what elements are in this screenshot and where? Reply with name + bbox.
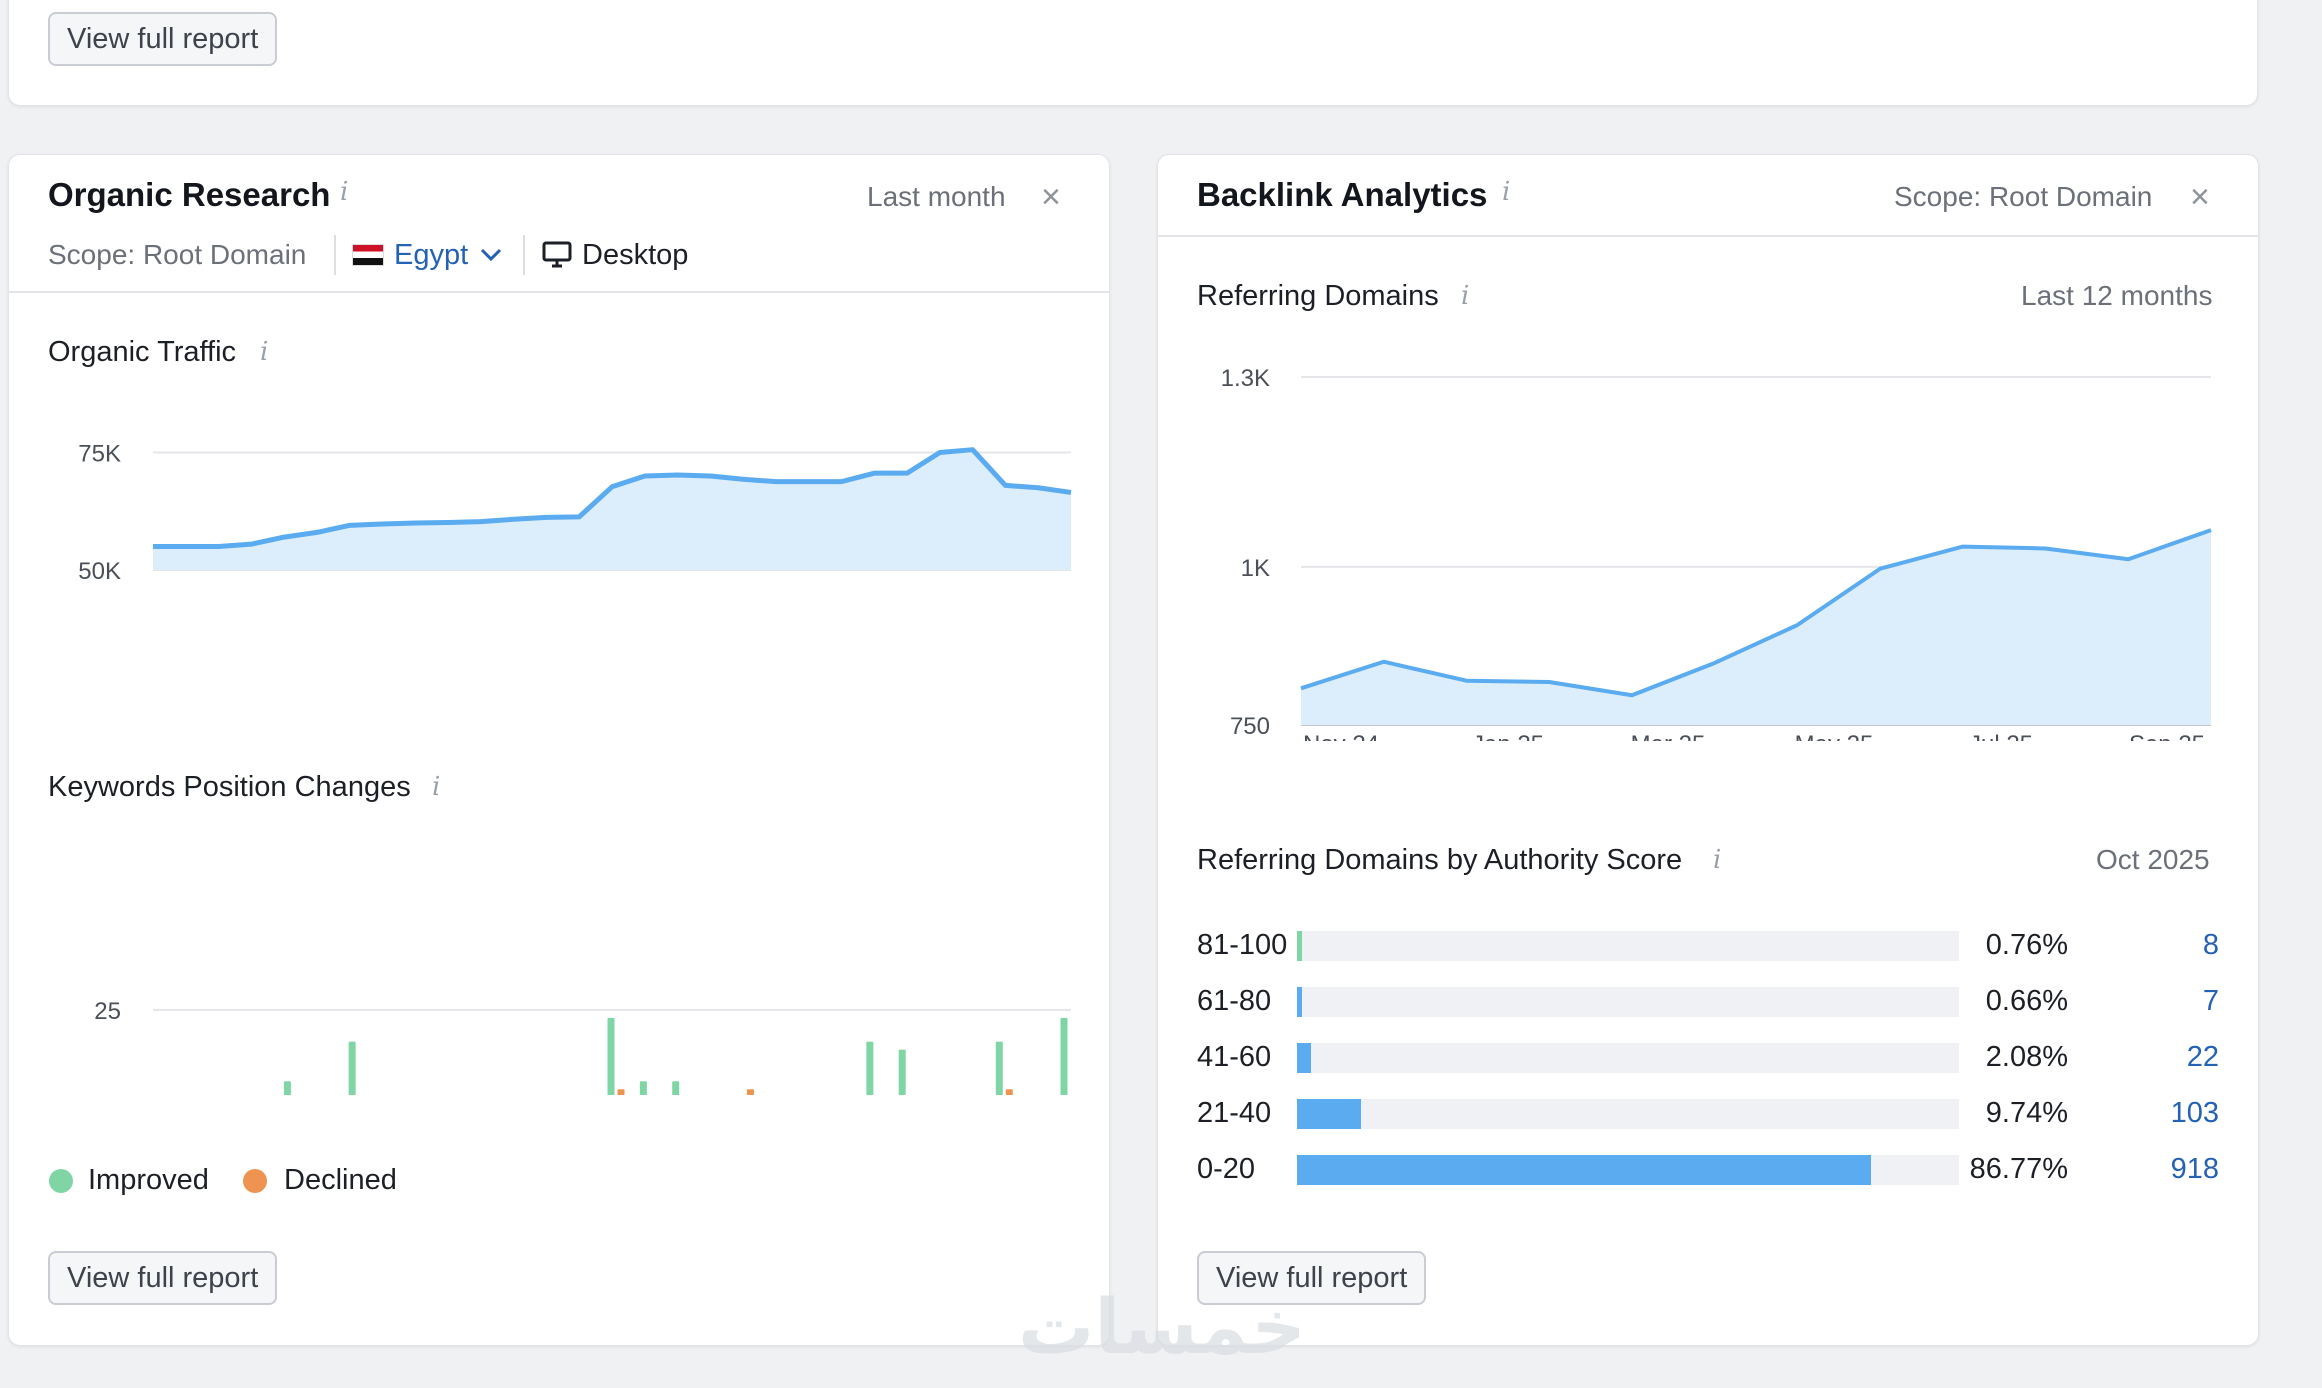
improved-bar: [348, 1041, 356, 1095]
divider: [523, 235, 525, 275]
authority-row-pct: 0.66%: [1985, 985, 2068, 1017]
info-icon[interactable]: i: [1461, 281, 1470, 311]
improved-bar: [995, 1041, 1003, 1095]
info-icon[interactable]: i: [1502, 177, 1511, 207]
scope-label: Scope: Root Domain: [48, 239, 307, 270]
x-tick-label: Sep 25: [2129, 731, 2205, 741]
authority-row-label: 41-60: [1197, 1041, 1272, 1073]
desktop-icon: [542, 241, 572, 268]
authority-row-label: 81-100: [1197, 929, 1288, 961]
y-tick-label: 1.3K: [1221, 365, 1270, 392]
referring-domains-line: [1300, 528, 2212, 698]
chevron-down-icon: [481, 248, 502, 262]
period-label[interactable]: Last month: [867, 181, 1006, 212]
y-tick-label: 750: [1230, 713, 1270, 740]
keywords-position-changes-title: Keywords Position Changes: [48, 771, 411, 803]
improved-bar: [672, 1081, 680, 1095]
authority-bar-fill: [1297, 931, 1303, 961]
view-full-report-button[interactable]: View full report: [1197, 1251, 1427, 1305]
improved-bar: [607, 1017, 615, 1095]
organic-research-title: Organic Research: [48, 176, 331, 213]
country-selector[interactable]: Egypt: [352, 235, 502, 275]
info-icon[interactable]: i: [1713, 845, 1722, 875]
y-tick-label: 50K: [78, 558, 121, 585]
top-card: View full report: [8, 0, 2258, 106]
header-divider: [9, 291, 1109, 293]
declined-bar: [746, 1089, 754, 1095]
authority-row-count[interactable]: 918: [2170, 1153, 2219, 1185]
view-full-report-button[interactable]: View full report: [48, 1251, 278, 1305]
organic-research-card: Organic Research i Last month × Scope: R…: [8, 154, 1110, 1346]
improved-bar: [898, 1049, 906, 1095]
divider: [334, 235, 336, 275]
scope-label: Scope: Root Domain: [1894, 181, 2153, 212]
authority-bar-fill: [1297, 1043, 1311, 1073]
authority-bar-fill: [1297, 987, 1302, 1017]
traffic-line: [153, 447, 1072, 549]
close-icon[interactable]: ×: [1041, 178, 1061, 216]
authority-score-table: 81-100 0.76% 8 61-80 0.66% 7 41-60 2.08% 22 21-40…: [1158, 155, 2258, 1345]
authority-bar-track: [1297, 931, 1959, 961]
device-selector[interactable]: Desktop: [542, 235, 688, 275]
organic-traffic-chart: 100K75K50K: [78, 441, 1072, 585]
close-icon[interactable]: ×: [2190, 178, 2210, 216]
declined-bar: [1005, 1089, 1013, 1095]
improved-bar: [639, 1081, 647, 1095]
y-tick-label: 1K: [1241, 555, 1270, 582]
referring-domains-chart: 1.3K 1K 750 Nov 24 Jan 25 Mar 25 May 25 Jul 25 S…: [1221, 365, 2212, 741]
authority-row-count[interactable]: 8: [2202, 929, 2219, 961]
declined-bar: [617, 1089, 625, 1095]
device-label: Desktop: [582, 238, 689, 271]
referring-domains-area: [1301, 530, 2211, 725]
declined-legend-label[interactable]: Declined: [284, 1164, 397, 1196]
referring-domains-title: Referring Domains: [1197, 280, 1439, 312]
organic-traffic-title: Organic Traffic: [48, 336, 237, 368]
authority-row-count[interactable]: 22: [2186, 1041, 2219, 1073]
x-tick-label: Jan 25: [1472, 731, 1544, 741]
authority-row-count[interactable]: 103: [2170, 1097, 2219, 1129]
watermark-logo: خمسات: [1018, 1282, 1306, 1371]
authority-row-pct: 86.77%: [1969, 1153, 2068, 1185]
authority-bar-track: [1297, 1099, 1959, 1129]
declined-legend-dot: [243, 1169, 267, 1193]
authority-bar-fill: [1297, 1099, 1362, 1129]
authority-bar-fill: [1297, 1155, 1872, 1185]
info-icon[interactable]: i: [260, 337, 269, 367]
improved-legend-dot: [49, 1169, 73, 1193]
header-divider: [1158, 235, 2258, 237]
improved-bar: [283, 1081, 291, 1095]
authority-row-pct: 2.08%: [1985, 1041, 2068, 1073]
traffic-area: [153, 449, 1071, 570]
x-tick-label: May 25: [1795, 731, 1874, 741]
authority-period-label: Oct 2025: [2096, 844, 2210, 875]
improved-bar: [1060, 1017, 1068, 1095]
authority-row-label: 21-40: [1197, 1097, 1272, 1129]
view-full-report-button[interactable]: View full report: [48, 12, 278, 66]
authority-row-label: 0-20: [1197, 1153, 1256, 1185]
authority-bar-track: [1297, 1043, 1959, 1073]
authority-score-title: Referring Domains by Authority Score: [1197, 844, 1683, 876]
x-tick-label: Jul 25: [1969, 731, 2033, 741]
backlink-analytics-card: Backlink Analytics i Scope: Root Domain …: [1157, 154, 2259, 1346]
info-icon[interactable]: i: [432, 772, 441, 802]
authority-row-count[interactable]: 7: [2202, 985, 2219, 1017]
egypt-flag-icon: [352, 244, 384, 266]
y-tick-label: 75K: [78, 441, 121, 468]
authority-row-label: 61-80: [1197, 985, 1272, 1017]
authority-bar-track: [1297, 987, 1959, 1017]
authority-row-pct: 9.74%: [1985, 1097, 2068, 1129]
y-tick-label: 25: [94, 998, 121, 1025]
period-label[interactable]: Last 12 months: [2021, 280, 2213, 311]
keywords-position-changes-chart: 250Sep 25Sep 30Oct 5Oct 10Oct 15Oct 23: [94, 998, 1071, 1095]
info-icon[interactable]: i: [340, 177, 349, 207]
x-tick-label: Mar 25: [1631, 731, 1706, 741]
authority-row-pct: 0.76%: [1985, 929, 2068, 961]
backlink-analytics-title: Backlink Analytics: [1197, 176, 1488, 213]
improved-bar: [866, 1041, 874, 1095]
country-label: Egypt: [394, 238, 469, 271]
improved-legend-label[interactable]: Improved: [88, 1164, 209, 1196]
x-tick-label: Nov 24: [1303, 731, 1379, 741]
